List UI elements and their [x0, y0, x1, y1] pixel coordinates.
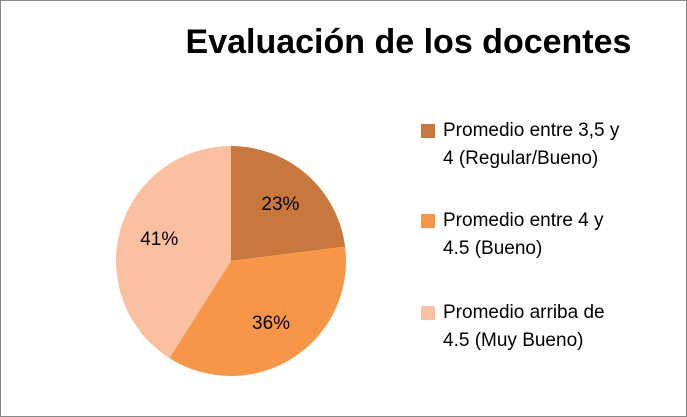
pie-slice: [169, 246, 346, 376]
legend-item: Promedio entre 3,5 y 4 (Regular/Bueno): [421, 117, 631, 173]
pie-slice: [115, 146, 231, 359]
legend-label: Promedio arriba de 4.5 (Muy Bueno): [443, 302, 605, 351]
chart-title: Evaluación de los docentes: [185, 23, 632, 61]
data-label: 41%: [140, 229, 178, 250]
legend-label: Promedio entre 3,5 y 4 (Regular/Bueno): [443, 120, 620, 169]
legend-item: Promedio arriba de 4.5 (Muy Bueno): [421, 299, 631, 355]
pie-slice: [231, 146, 346, 261]
legend-item: Promedio entre 4 y 4.5 (Bueno): [421, 207, 631, 263]
data-label: 23%: [261, 194, 299, 215]
legend-label: Promedio entre 4 y 4.5 (Bueno): [443, 210, 604, 259]
legend-swatch: [421, 306, 435, 320]
legend-swatch: [421, 214, 435, 228]
data-label: 36%: [252, 313, 290, 334]
legend-swatch: [421, 124, 435, 138]
